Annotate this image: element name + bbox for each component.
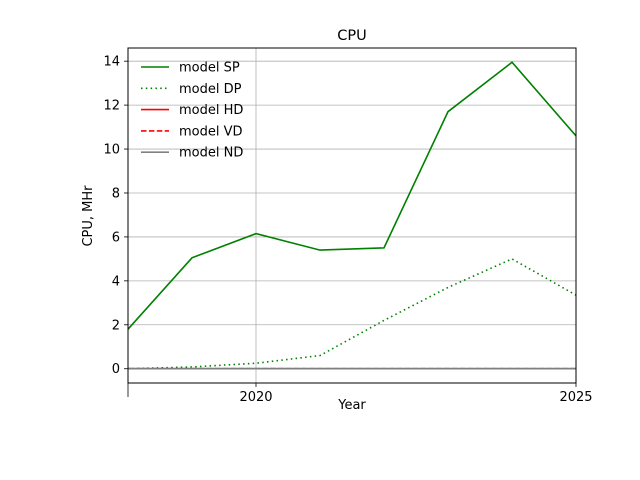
legend-label: model VD: [179, 124, 243, 139]
axis-ticks: 0 2 4 6 8 10 12 14 2020 2025: [103, 55, 592, 405]
series-lines: [127, 61, 577, 370]
series-line-1: [127, 61, 577, 330]
legend-label: model HD: [179, 103, 243, 118]
series-line-2: [127, 257, 577, 370]
y-tick-label: 12: [103, 99, 120, 114]
y-tick-label: 2: [112, 318, 120, 333]
y-tick-label: 4: [112, 274, 120, 289]
legend-label: model DP: [179, 82, 242, 97]
y-tick-label: 6: [112, 230, 120, 245]
y-tick-label: 14: [103, 55, 120, 70]
grid: [128, 48, 577, 383]
x-tick-label: 2020: [239, 390, 272, 405]
x-tick-label: 2025: [559, 390, 592, 405]
y-tick-label: 10: [103, 143, 120, 158]
legend-label: model ND: [179, 146, 243, 161]
y-tick-label: 0: [112, 362, 120, 377]
y-axis-label: CPU, MHr: [81, 185, 96, 247]
legend-label: model SP: [179, 61, 240, 76]
y-tick-label: 8: [112, 186, 120, 201]
x-axis-label: Year: [337, 398, 366, 413]
plot-frame: [127, 47, 577, 384]
legend: model SP model DP model HD model VD model ND: [141, 61, 243, 161]
chart-title: CPU: [337, 28, 366, 44]
